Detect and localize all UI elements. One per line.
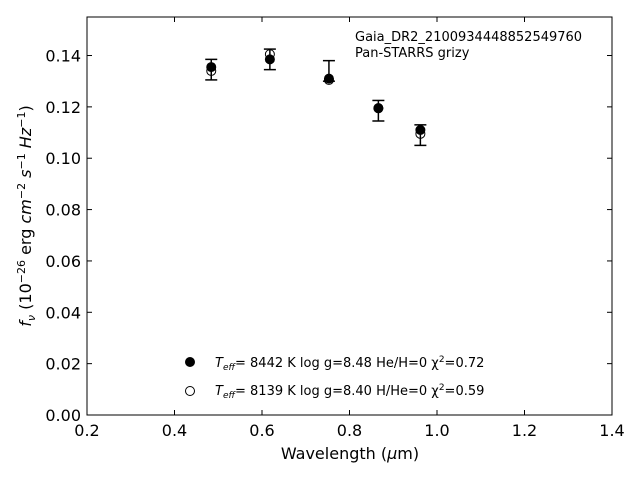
- x-tick-label: 0.2: [74, 421, 99, 440]
- y-tick-label: 0.06: [45, 252, 81, 271]
- open-point: [264, 49, 275, 60]
- y-axis-label: fν (10−26 erg cm−2 s−1 Hz−1): [15, 105, 38, 326]
- y-axis-ticks: 0.00 0.02 0.04 0.06 0.08 0.10 0.12 0.14: [45, 47, 612, 425]
- data-points: [206, 49, 426, 139]
- filled-point: [206, 62, 217, 73]
- legend-entry-open: Teff= 8139 K log g=8.40 H/He=0 χ2=0.59: [215, 383, 484, 401]
- x-tick-label: 1.0: [424, 421, 449, 440]
- filled-point: [415, 124, 426, 135]
- x-tick-label: 1.2: [512, 421, 537, 440]
- annotation-line-1: Gaia_DR2_2100934448852549760: [355, 30, 582, 45]
- y-tick-label: 0.02: [45, 355, 81, 374]
- error-bars: [205, 48, 427, 147]
- annotation-line-2: Pan-STARRS grizy: [355, 46, 470, 61]
- x-axis-ticks: 0.2 0.4 0.6 0.8 1.0 1.2 1.4: [74, 17, 625, 440]
- legend-entry-filled: Teff= 8442 K log g=8.48 He/H=0 χ2=0.72: [215, 355, 484, 373]
- x-tick-label: 0.8: [337, 421, 362, 440]
- y-tick-label: 0.12: [45, 98, 81, 117]
- y-tick-label: 0.10: [45, 149, 81, 168]
- legend: Teff= 8442 K log g=8.48 He/H=0 χ2=0.72 T…: [185, 355, 484, 401]
- open-point: [373, 103, 384, 114]
- open-point: [206, 65, 217, 76]
- y-tick-label: 0.08: [45, 201, 81, 220]
- legend-marker-filled: [185, 357, 195, 367]
- open-point: [323, 74, 334, 85]
- x-tick-label: 0.4: [162, 421, 187, 440]
- x-tick-label: 1.4: [599, 421, 624, 440]
- filled-point: [264, 54, 275, 65]
- y-tick-label: 0.14: [45, 47, 81, 66]
- legend-marker-open: [185, 386, 195, 396]
- y-tick-label: 0.04: [45, 303, 81, 322]
- y-tick-label: 0.00: [45, 406, 81, 425]
- x-tick-label: 0.6: [249, 421, 274, 440]
- x-axis-label: Wavelength (μm): [281, 444, 419, 463]
- open-point: [415, 128, 426, 139]
